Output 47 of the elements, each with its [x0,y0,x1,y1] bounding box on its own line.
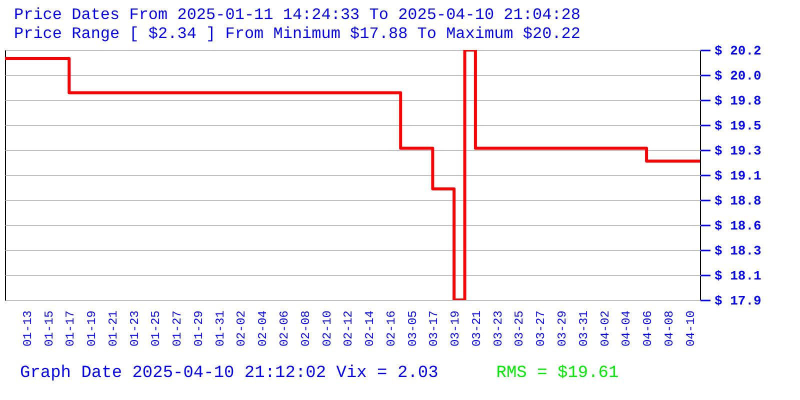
x-tick-label: 01-15 [42,310,56,347]
x-tick-label: 04-08 [662,310,676,347]
x-tick-label: 04-10 [684,310,698,347]
x-tick-label: 02-02 [234,310,249,347]
x-tick-label: 01-13 [20,310,35,347]
y-tick-label: $ 18.6 [714,218,762,234]
x-tick-label: 01-27 [170,310,185,347]
x-tick-label: 02-08 [298,310,313,347]
y-tick-label: $ 19.5 [714,118,762,134]
x-tick-label: 01-17 [64,310,78,347]
y-tick-label: $ 18.8 [714,194,762,208]
x-tick-label: 03-05 [406,310,420,347]
x-tick-label: 02-12 [342,310,356,347]
y-tick-label: $ 19.1 [714,168,762,184]
x-tick-label: 03-25 [512,310,527,347]
x-tick-label: 02-06 [278,310,292,347]
x-tick-label: 01-31 [213,310,228,347]
y-tick-label: $ 20.0 [714,68,762,84]
x-tick-label: 03-17 [427,310,442,347]
y-tick-label: $ 20.2 [714,44,762,58]
x-tick-label: 04-06 [641,310,656,347]
y-tick-label: $ 17.9 [714,294,762,308]
chart-subtitle: Price Range [ $2.34 ] From Minimum $17.88 To Maximum $20.22 [14,25,580,43]
x-tick-label: 04-02 [598,310,612,347]
y-tick-label: $ 19.3 [714,144,762,158]
text: Graph Date 2025-04-10 21:12:02 Vix = 2.03 [20,364,438,383]
x-tick-label: 01-25 [149,310,164,347]
x-tick-label: 03-23 [491,310,506,347]
x-tick-label: 03-19 [448,310,463,347]
x-tick-label: 02-16 [384,310,398,347]
y-tick-label: $ 18.3 [714,244,762,258]
x-tick-label: 03-31 [576,310,591,347]
x-tick-label: 03-21 [470,310,484,347]
x-tick-label: 01-23 [128,310,142,347]
y-tick-label: $ 19.8 [714,94,762,108]
chart-title: Price Dates From 2025-01-11 14:24:33 To 2025-04-10 21:04:28 [14,6,580,24]
x-tick-label: 01-19 [85,310,100,347]
x-tick-label: 02-04 [256,310,270,347]
x-tick-label: 01-21 [106,310,120,347]
x-tick-label: 02-10 [320,310,334,347]
text: RMS = $19.61 [496,364,619,383]
y-tick-label: $ 18.1 [714,268,762,284]
x-tick-label: 04-04 [620,310,634,347]
x-tick-label: 03-29 [556,310,570,347]
x-tick-label: 02-14 [363,310,378,347]
x-tick-label: 01-29 [192,310,206,347]
x-tick-label: 03-27 [534,310,548,347]
